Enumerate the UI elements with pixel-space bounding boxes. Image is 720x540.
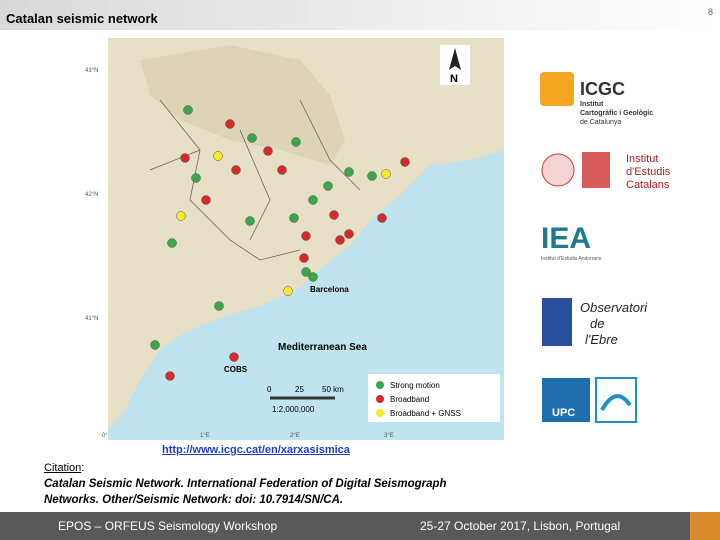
- blue-logo-wave: [600, 394, 632, 412]
- iea-sub: Institut d'Estudis Andorrans: [541, 256, 602, 262]
- blue-logo: [595, 377, 637, 423]
- map: N Barcelona Mediterranean Sea COBS 0 25 …: [85, 38, 504, 440]
- station: [165, 371, 175, 381]
- station: [344, 229, 354, 239]
- station: [214, 301, 224, 311]
- station: [176, 211, 186, 221]
- iec-shield: [582, 152, 610, 188]
- citation-heading: Citation:: [44, 462, 84, 474]
- footer-bar: [0, 512, 720, 540]
- legend-label: Strong motion: [390, 381, 440, 390]
- station: [308, 272, 318, 282]
- station: [229, 352, 239, 362]
- station: [191, 173, 201, 183]
- station: [183, 105, 193, 115]
- lon-label: 2°E: [290, 433, 300, 439]
- header-bar: [0, 0, 720, 30]
- station: [150, 340, 160, 350]
- north-arrow: [449, 48, 461, 70]
- city-label: Barcelona: [310, 285, 349, 294]
- station: [291, 137, 301, 147]
- icgc-name: ICGC: [580, 79, 625, 99]
- ebre-logo: [542, 298, 572, 346]
- link[interactable]: http://www.icgc.cat/en/xarxasismica: [162, 444, 350, 456]
- station: [225, 119, 235, 129]
- footer-accent: [690, 512, 720, 540]
- station: [277, 165, 287, 175]
- scale-tick: 25: [295, 385, 304, 394]
- stations: [150, 105, 410, 381]
- iec-text: Institut: [626, 153, 658, 165]
- lon-label: 3°E: [384, 433, 394, 439]
- page-number: 8: [708, 7, 713, 17]
- iec-text: Catalans: [626, 179, 670, 191]
- iea-name: IEA: [541, 222, 591, 255]
- ebre-text: l'Ebre: [585, 332, 618, 347]
- lat-label: 43°N: [85, 68, 98, 74]
- station: [344, 167, 354, 177]
- footer-event: EPOS – ORFEUS Seismology Workshop: [58, 519, 278, 533]
- station: [245, 216, 255, 226]
- station: [301, 267, 311, 277]
- legend-marker: [376, 409, 384, 417]
- ebre-text: Observatori: [580, 300, 648, 315]
- station: [381, 169, 391, 179]
- icgc-text: Institut: [580, 101, 604, 108]
- slide-title: Catalan seismic network: [6, 11, 158, 26]
- station: [289, 213, 299, 223]
- scale-tick: 0: [267, 385, 272, 394]
- citation-text: Networks. Other/Seismic Network: doi: 10…: [44, 494, 344, 506]
- station: [308, 195, 318, 205]
- legend-marker: [376, 395, 384, 403]
- icgc-text: de Catalunya: [580, 119, 621, 126]
- lat-label: 42°N: [85, 192, 98, 198]
- upc-name: UPC: [552, 407, 575, 419]
- citation-label: Citation: [44, 462, 82, 474]
- station: [213, 151, 223, 161]
- legend-marker: [376, 381, 384, 389]
- legend-label: Broadband + GNSS: [390, 409, 461, 418]
- station: [180, 153, 190, 163]
- scale-ratio: 1:2,000,000: [272, 405, 315, 414]
- sea-label: Mediterranean Sea: [278, 342, 367, 353]
- legend-label: Broadband: [390, 395, 429, 404]
- lon-label: 1°E: [200, 433, 210, 439]
- lat-label: 41°N: [85, 316, 98, 322]
- iec-seal: [541, 153, 575, 187]
- scale-tick: 50 km: [322, 385, 344, 394]
- station: [247, 133, 257, 143]
- upc-logo: [542, 378, 590, 422]
- station: [301, 231, 311, 241]
- station: [400, 157, 410, 167]
- footer-date: 25-27 October 2017, Lisbon, Portugal: [420, 519, 620, 533]
- station: [377, 213, 387, 223]
- station: [299, 253, 309, 263]
- ebre-text: de: [590, 316, 604, 331]
- station: [323, 181, 333, 191]
- citation-text: Catalan Seismic Network. International F…: [44, 478, 447, 490]
- icgc-text: Cartogràfic i Geològic: [580, 110, 653, 117]
- station: [329, 210, 339, 220]
- lon-label: 0°: [102, 433, 108, 439]
- station: [167, 238, 177, 248]
- station: [263, 146, 273, 156]
- north-label: N: [450, 73, 458, 85]
- icgc-logo: [540, 72, 574, 106]
- legend-box: [368, 374, 500, 422]
- borders: [149, 99, 361, 261]
- citation-sep: :: [81, 462, 85, 474]
- mountains: [140, 45, 345, 165]
- station: [201, 195, 211, 205]
- iec-text: d'Estudis: [626, 166, 671, 178]
- cobs-label: COBS: [224, 365, 248, 374]
- station: [367, 171, 377, 181]
- station: [231, 165, 241, 175]
- station: [335, 235, 345, 245]
- station: [283, 286, 293, 296]
